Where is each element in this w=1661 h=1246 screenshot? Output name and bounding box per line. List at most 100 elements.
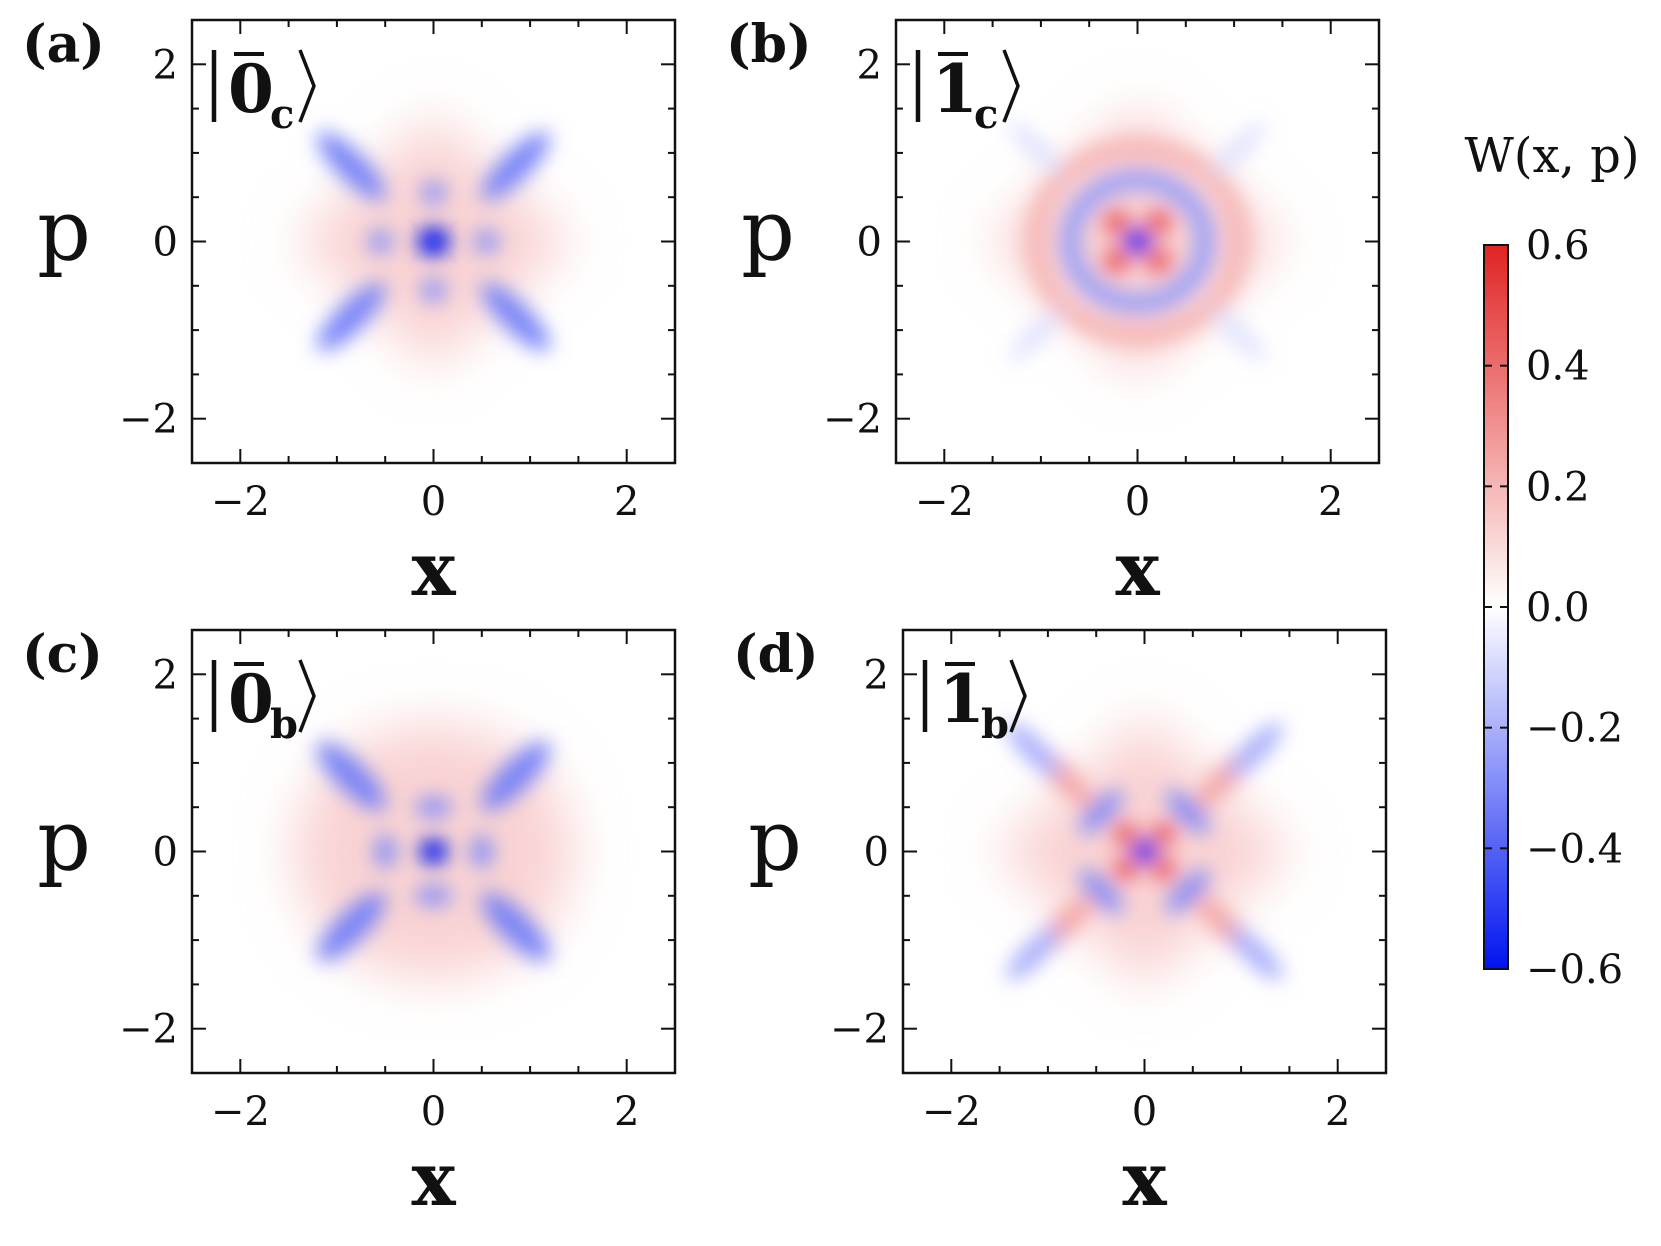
x-tick-label: −2 <box>211 479 270 525</box>
wigner-feature <box>420 278 447 302</box>
heatmap-area <box>896 20 1379 463</box>
ket-subscript: b <box>981 701 1009 748</box>
ket-subscript: b <box>270 701 298 748</box>
wigner-feature <box>481 131 550 201</box>
wigner-feature <box>374 834 396 869</box>
colorbar-tick-label: −0.4 <box>1526 826 1623 872</box>
wigner-feature <box>1123 229 1152 254</box>
x-tick-label: 2 <box>614 479 639 525</box>
wigner-feature <box>1145 209 1173 235</box>
ket-angle <box>298 659 316 733</box>
y-tick-label: 2 <box>864 652 889 698</box>
y-tick-label: −2 <box>823 397 882 443</box>
wigner-feature <box>1151 822 1177 846</box>
y-tick-label: 0 <box>153 830 178 876</box>
wigner-feature <box>420 181 447 205</box>
wigner-feature <box>481 741 551 811</box>
x-axis-label: x <box>411 527 456 613</box>
wigner-feature <box>1009 121 1063 176</box>
y-axis-label: p <box>37 182 91 280</box>
y-axis-label: p <box>37 792 91 890</box>
wigner-feature <box>471 834 493 869</box>
wigner-feature <box>1166 869 1210 914</box>
y-tick-label: 2 <box>153 42 178 88</box>
tick-marks <box>192 20 675 463</box>
ket-symbol: 1 <box>939 660 985 738</box>
colorbar-label: W(x, p) <box>1464 128 1639 184</box>
wigner-feature <box>415 886 452 906</box>
wigner-feature <box>317 282 386 352</box>
wigner-ring <box>1025 137 1250 346</box>
y-tick-label: 0 <box>153 220 178 266</box>
panel-letter: (d) <box>733 624 819 685</box>
x-tick-label: 0 <box>421 1089 446 1135</box>
heatmap-area <box>192 20 675 463</box>
colorbar-tick-label: −0.2 <box>1526 706 1623 752</box>
panels: −2 0 220−2xp(a)0c−2 0 220−2xp(b)1c−2 0 220−2xp… <box>22 14 1388 1223</box>
wigner-feature <box>1009 307 1063 362</box>
x-tick-label: 0 <box>421 479 446 525</box>
y-axis-label: p <box>748 792 802 890</box>
x-axis-label: x <box>1122 1137 1167 1223</box>
tick-marks <box>896 20 1379 463</box>
colorbar-tick-label: 0.6 <box>1526 223 1590 269</box>
wigner-ring <box>1060 169 1215 314</box>
x-tick-label: −2 <box>915 479 974 525</box>
wigner-feature <box>316 741 386 811</box>
x-tick-label: −2 <box>922 1089 981 1135</box>
wigner-feature <box>415 797 452 817</box>
colorbar: 0.6 0.4 0.2 0.0 −0.2 −0.4 −0.6 W(x, p) <box>1464 128 1639 993</box>
feature-group <box>316 741 551 962</box>
wigner-feature <box>1145 248 1173 274</box>
x-tick-label: 2 <box>1325 1089 1350 1135</box>
wigner-feature <box>1228 926 1283 981</box>
wigner-feature <box>1212 121 1266 176</box>
panel: −2 0 2 2 0 −2 x p (d) 1b <box>733 624 1388 1223</box>
wigner-feature <box>419 838 448 865</box>
wigner-feature <box>1166 789 1210 834</box>
x-axis-label: x <box>1115 527 1160 613</box>
ket-symbol: 1 <box>932 50 978 128</box>
panel: −2 0 220−2xp(c)0b <box>22 624 677 1223</box>
wigner-feature <box>1102 248 1130 274</box>
colorbar-tick-label: 0.2 <box>1526 464 1590 510</box>
x-tick-label: 2 <box>614 1089 639 1135</box>
panel-letter: (b) <box>726 14 812 75</box>
wigner-feature <box>1212 307 1266 362</box>
wigner-feature <box>367 229 393 254</box>
heatmap-area <box>903 630 1386 1073</box>
wigner-feature <box>1151 857 1177 881</box>
wigner-feature <box>1006 722 1061 777</box>
ket-subscript: c <box>270 91 294 138</box>
tick-marks <box>903 630 1386 1073</box>
ket-angle <box>1009 659 1027 733</box>
wigner-feature <box>1102 209 1130 235</box>
tick-marks <box>192 630 675 1073</box>
x-axis-label: x <box>411 1137 456 1223</box>
ket-symbol: 0 <box>228 660 274 738</box>
wigner-feature <box>1112 822 1138 846</box>
wigner-feature <box>417 226 450 257</box>
colorbar-tick-label: −0.6 <box>1526 947 1623 993</box>
wigner-feature <box>1131 839 1158 864</box>
colorbar-tick-label: 0.0 <box>1526 585 1590 631</box>
ket-angle <box>298 49 316 123</box>
ket-subscript: c <box>974 91 998 138</box>
y-tick-label: 2 <box>857 42 882 88</box>
wigner-feature <box>316 892 386 962</box>
x-tick-label: 0 <box>1132 1089 1157 1135</box>
x-tick-label: 2 <box>1318 479 1343 525</box>
x-tick-label: 0 <box>1125 479 1150 525</box>
wigner-feature <box>1006 926 1061 981</box>
wigner-feature <box>1079 869 1123 914</box>
y-tick-label: −2 <box>830 1007 889 1053</box>
heatmap-area <box>192 630 675 1073</box>
feature-group <box>1009 121 1266 362</box>
y-axis-label: p <box>741 182 795 280</box>
wigner-feature <box>474 229 500 254</box>
wigner-feature <box>481 282 550 352</box>
y-tick-label: −2 <box>119 397 178 443</box>
panel-letter: (c) <box>22 624 103 685</box>
y-tick-label: 0 <box>864 830 889 876</box>
y-tick-label: −2 <box>119 1007 178 1053</box>
